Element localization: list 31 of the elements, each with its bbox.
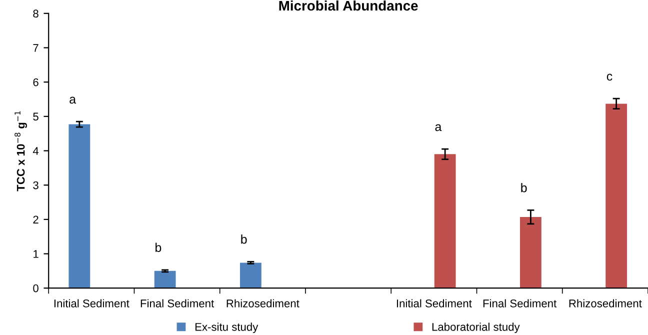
bar — [520, 217, 542, 288]
annotation: b — [241, 234, 247, 244]
y-tick-label: 3 — [33, 181, 38, 190]
y-tick-label: 6 — [33, 78, 38, 86]
bar — [154, 270, 176, 288]
bar — [434, 154, 456, 288]
annotation: b — [156, 242, 162, 252]
y-tick-label: 8 — [33, 10, 38, 18]
annotation: c — [606, 74, 612, 81]
legend-label: Ex-situ study — [195, 322, 258, 334]
chart-title: Microbial Abundance — [279, 0, 418, 11]
y-tick-label: 5 — [33, 112, 38, 121]
y-tick-label: 2 — [33, 216, 38, 224]
legend-label: Laboratorial study — [432, 322, 520, 334]
annotation: a — [70, 96, 76, 104]
x-tick-label: Initial Sediment — [396, 299, 472, 308]
x-tick-label: Rhizosediment — [226, 299, 300, 308]
x-tick-label: Final Sediment — [140, 299, 214, 308]
y-tick-label: 0 — [33, 284, 38, 292]
y-tick-label: 7 — [33, 44, 38, 52]
x-tick-label: Rhizosediment — [569, 299, 642, 308]
y-tick-label: 4 — [32, 147, 39, 155]
y-axis-title: TCC x 10$^{−8}$ g$^{−1}$ — [14, 111, 27, 192]
annotation: b — [521, 183, 527, 192]
bar — [68, 124, 90, 288]
x-tick-label: Initial Sediment — [54, 299, 130, 308]
x-tick-label: Final Sediment — [483, 299, 557, 308]
bar — [606, 104, 628, 288]
annotation: a — [435, 124, 442, 132]
y-tick-label: 1 — [34, 250, 38, 258]
bar — [240, 262, 262, 288]
